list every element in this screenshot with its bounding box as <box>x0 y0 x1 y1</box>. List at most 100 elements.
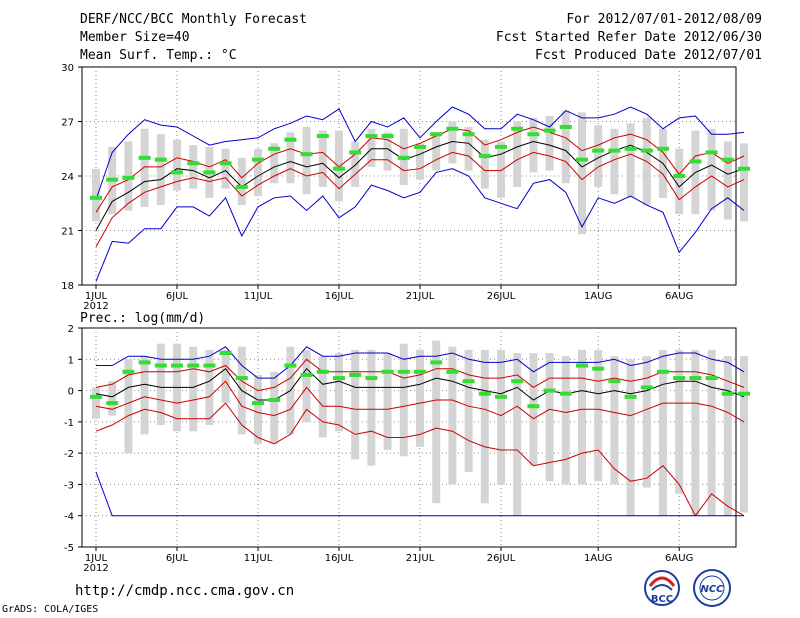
spread-box <box>416 143 424 180</box>
median-marker <box>397 155 410 160</box>
x-tick-year: 2012 <box>83 301 108 312</box>
series-line-min <box>95 402 745 517</box>
median-marker <box>381 369 394 374</box>
spread-box <box>529 353 538 466</box>
median-marker <box>738 166 750 171</box>
spread-box <box>723 356 732 516</box>
spread-box <box>270 143 279 184</box>
series-line-max <box>96 346 745 379</box>
median-marker <box>673 376 686 381</box>
median-marker <box>705 150 718 155</box>
y-tick-label: -5 <box>64 543 74 554</box>
x-tick-label: 6JUL <box>166 553 189 564</box>
spread-box <box>140 128 149 207</box>
median-marker <box>171 170 183 175</box>
y-tick-label: 30 <box>61 63 74 74</box>
median-marker <box>381 134 394 139</box>
median-marker <box>414 369 426 374</box>
spread-box <box>124 359 133 454</box>
median-marker <box>657 146 669 151</box>
y-tick-label: 0 <box>68 387 74 398</box>
series-line-p90 <box>95 358 745 392</box>
grads-credit: GrADS: COLA/IGES <box>2 604 99 615</box>
spread-box <box>302 126 311 195</box>
median-marker <box>154 157 167 162</box>
median-marker <box>90 195 102 200</box>
median-marker <box>316 369 329 374</box>
y-tick-label: -2 <box>64 449 74 460</box>
median-marker <box>284 363 297 368</box>
member-size: Member Size=40 <box>80 30 190 45</box>
median-marker <box>252 157 264 162</box>
spread-box <box>545 353 554 482</box>
spread-box <box>432 132 441 171</box>
median-marker <box>333 166 345 171</box>
spread-box <box>351 141 360 187</box>
median-marker <box>640 148 653 153</box>
x-tick-label: 1AUG <box>584 291 612 302</box>
median-marker <box>495 144 507 149</box>
median-marker <box>640 385 653 390</box>
median-marker <box>397 369 410 374</box>
x-tick-label: 21JUL <box>406 553 435 564</box>
median-marker <box>689 159 702 164</box>
spread-box <box>302 349 311 422</box>
median-marker <box>235 376 248 381</box>
median-marker <box>90 394 102 399</box>
x-tick-label: 11JUL <box>244 291 273 302</box>
spread-box <box>578 112 586 235</box>
median-marker <box>284 137 297 142</box>
median-marker <box>154 363 167 368</box>
median-marker <box>559 124 572 129</box>
median-marker <box>576 363 588 368</box>
median-marker <box>543 128 556 133</box>
spread-box <box>335 130 343 202</box>
median-marker <box>495 394 507 399</box>
spread-box <box>92 168 100 222</box>
y-tick-label: -3 <box>64 480 74 491</box>
spread-box <box>740 356 748 513</box>
median-marker <box>738 391 750 396</box>
series-line-p10 <box>95 380 745 423</box>
median-marker <box>106 401 119 406</box>
spread-box <box>92 387 100 419</box>
spread-box <box>399 343 408 457</box>
spread-box <box>318 356 327 438</box>
median-marker <box>138 360 151 365</box>
median-marker <box>430 360 443 365</box>
x-tick-label: 16JUL <box>325 553 354 564</box>
median-marker <box>592 148 605 153</box>
median-marker <box>543 388 556 393</box>
median-marker <box>592 366 605 371</box>
spread-box <box>740 143 748 222</box>
x-tick-label: 1JUL <box>85 553 108 564</box>
spread-box <box>254 148 262 196</box>
y-tick-label: 21 <box>61 227 74 238</box>
spread-box <box>383 353 392 451</box>
spread-box <box>659 349 667 516</box>
median-marker <box>365 376 378 381</box>
median-marker <box>316 134 329 139</box>
x-tick-label: 16JUL <box>325 291 354 302</box>
spread-box <box>335 353 343 432</box>
spread-box <box>610 356 619 485</box>
median-marker <box>187 363 200 368</box>
fcst-started-date: Fcst Started Refer Date 2012/06/30 <box>495 30 762 45</box>
y-tick-label: -4 <box>64 512 74 523</box>
spread-box <box>367 128 376 167</box>
median-marker <box>349 372 362 377</box>
median-marker <box>268 146 281 151</box>
spread-box <box>270 371 279 444</box>
spread-box <box>367 349 376 466</box>
x-tick-label: 6AUG <box>665 553 693 564</box>
median-marker <box>689 376 702 381</box>
y-tick-label: 24 <box>61 172 74 183</box>
y-tick-label: 27 <box>61 118 74 129</box>
median-marker <box>462 379 475 384</box>
spread-box <box>691 349 700 516</box>
median-marker <box>721 391 734 396</box>
series-line-abs_min <box>95 471 744 517</box>
spread-box <box>156 134 165 206</box>
median-marker <box>300 372 313 377</box>
